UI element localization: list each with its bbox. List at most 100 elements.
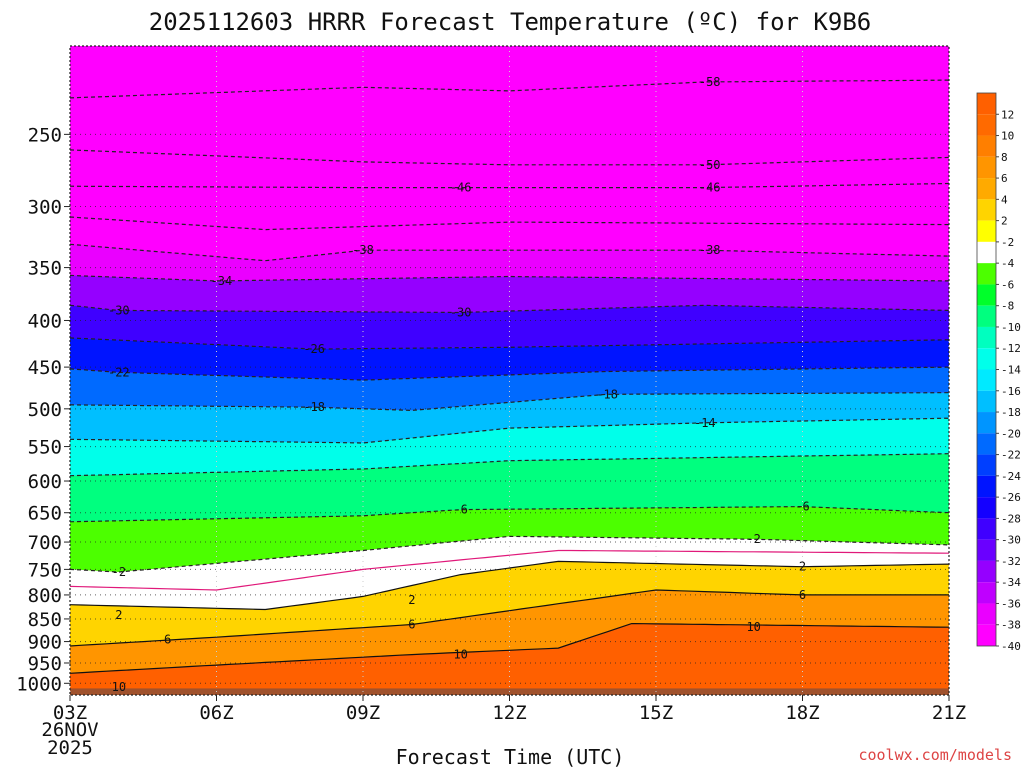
contour-label: -2: [746, 532, 760, 546]
colorbar-label: -2: [1001, 236, 1014, 249]
colorbar-segment: [977, 178, 996, 200]
contour-label: -18: [596, 387, 618, 401]
colorbar-label: -28: [1001, 512, 1021, 525]
contour-label: 2: [408, 593, 415, 607]
contour-label: -6: [453, 503, 467, 517]
x-axis-label: Forecast Time (UTC): [396, 745, 625, 768]
colorbar-label: 12: [1001, 108, 1014, 121]
y-tick-label: 400: [28, 310, 62, 332]
colorbar-segment: [977, 539, 996, 561]
contour-label: 10: [453, 648, 467, 662]
band--36: [70, 244, 949, 281]
contour-label: -6: [795, 500, 809, 514]
colorbar-label: -32: [1001, 555, 1021, 568]
band--16: [70, 392, 949, 443]
contour-label: -30: [450, 305, 472, 319]
colorbar-label: -26: [1001, 491, 1021, 504]
colorbar-segment: [977, 114, 996, 136]
band--4: [70, 506, 949, 572]
colorbar-segment: [977, 582, 996, 604]
contour-lines: [70, 79, 949, 674]
x-tick-label: 15Z: [639, 702, 673, 724]
colorbar-label: 6: [1001, 172, 1008, 185]
x-date-day: 26NOV: [41, 719, 98, 741]
colorbar-segment: [977, 475, 996, 498]
contour-label: -58: [699, 75, 721, 89]
colorbar-segment: [977, 369, 996, 391]
x-date-year: 2025: [47, 737, 93, 759]
band--1: [70, 536, 949, 590]
contour-label: -38: [352, 243, 374, 257]
y-tick-label: 350: [28, 258, 62, 280]
y-tick-label: 250: [28, 124, 62, 146]
x-axis-ticks: 03Z 06Z 09Z 12Z 15Z 18Z 21Z: [53, 695, 966, 724]
band-1: [70, 550, 949, 610]
colorbar-segment: [977, 412, 996, 434]
colorbar-segment: [977, 454, 996, 476]
contour-label: -2: [112, 565, 126, 579]
contour-labels: -58-50-46 -46-38 -38-34-30 -30-26-22-18-18-…: [108, 75, 810, 694]
colorbar-label: -8: [1001, 300, 1014, 313]
contour-label: -30: [108, 303, 130, 317]
band--54: [70, 80, 949, 165]
y-tick-label: 900: [28, 632, 62, 654]
contour-label: -46: [699, 181, 721, 195]
contour-2: [70, 560, 949, 611]
contour-label: -46: [450, 181, 472, 195]
colorbar-segment: [977, 241, 996, 264]
x-tick-label: 03Z: [53, 702, 87, 724]
contour-label: 2: [799, 560, 806, 574]
contour-label: -14: [694, 416, 716, 430]
contour--2: [70, 535, 949, 573]
colorbar-segment: [977, 390, 996, 413]
band--32: [70, 275, 949, 313]
colorbar-label: -24: [1001, 470, 1021, 483]
y-axis-ticks: 2503003504004505005506006507007508008509…: [16, 124, 70, 695]
contour--38: [70, 243, 949, 262]
plot-area: -58-50-46 -46-38 -38-34-30 -30-26-22-18-18-…: [69, 45, 950, 696]
contour-label: 6: [408, 617, 415, 631]
colorbar-label: -14: [1001, 364, 1021, 377]
colorbar-label: -4: [1001, 257, 1015, 270]
colorbar-segment: [977, 284, 996, 306]
colorbar-label: -40: [1001, 640, 1021, 653]
colorbar-label: -18: [1001, 406, 1021, 419]
y-tick-label: 950: [28, 653, 62, 675]
colorbar-segment: [977, 518, 996, 540]
chart-title: 2025112603 HRRR Forecast Temperature (ºC…: [149, 8, 871, 36]
credit-link[interactable]: coolwx.com/models: [858, 746, 1012, 764]
colorbar-label: -36: [1001, 597, 1021, 610]
band--40: [70, 217, 949, 261]
colorbar: 12 10 8 6 4 2 -2 -4 -6 -8 -10 -12 -14 -16 -18 -20 -22 -24…: [976, 92, 1021, 653]
colorbar-label: -30: [1001, 534, 1021, 547]
colorbar-label: -22: [1001, 449, 1021, 462]
contour-label: -34: [211, 274, 233, 288]
colorbar-segment: [977, 220, 996, 242]
colorbar-label: -12: [1001, 342, 1021, 355]
y-tick-label: 750: [28, 559, 62, 581]
colorbar-segment: [977, 199, 996, 221]
x-tick-label: 18Z: [785, 702, 819, 724]
contour-0: [70, 549, 949, 591]
colorbar-segment: [977, 497, 996, 519]
y-tick-label: 800: [28, 585, 62, 607]
temperature-fill: [70, 46, 949, 695]
y-tick-label: 850: [28, 609, 62, 631]
colorbar-segment: [977, 326, 996, 349]
colorbar-label: -16: [1001, 385, 1021, 398]
contour-10: [70, 622, 949, 674]
contour-label: 2: [115, 608, 122, 622]
y-tick-label: 500: [28, 399, 62, 421]
contour-label: 6: [164, 632, 171, 646]
colorbar-label: -20: [1001, 427, 1021, 440]
colorbar-label: -6: [1001, 278, 1014, 291]
colorbar-segment: [977, 93, 996, 115]
x-tick-label: 09Z: [346, 702, 380, 724]
y-tick-label: 650: [28, 503, 62, 525]
y-tick-label: 600: [28, 471, 62, 493]
colorbar-label: -10: [1001, 321, 1021, 334]
contour-6: [70, 589, 949, 647]
colorbar-segment: [977, 305, 996, 327]
colorbar-label: 2: [1001, 215, 1008, 228]
